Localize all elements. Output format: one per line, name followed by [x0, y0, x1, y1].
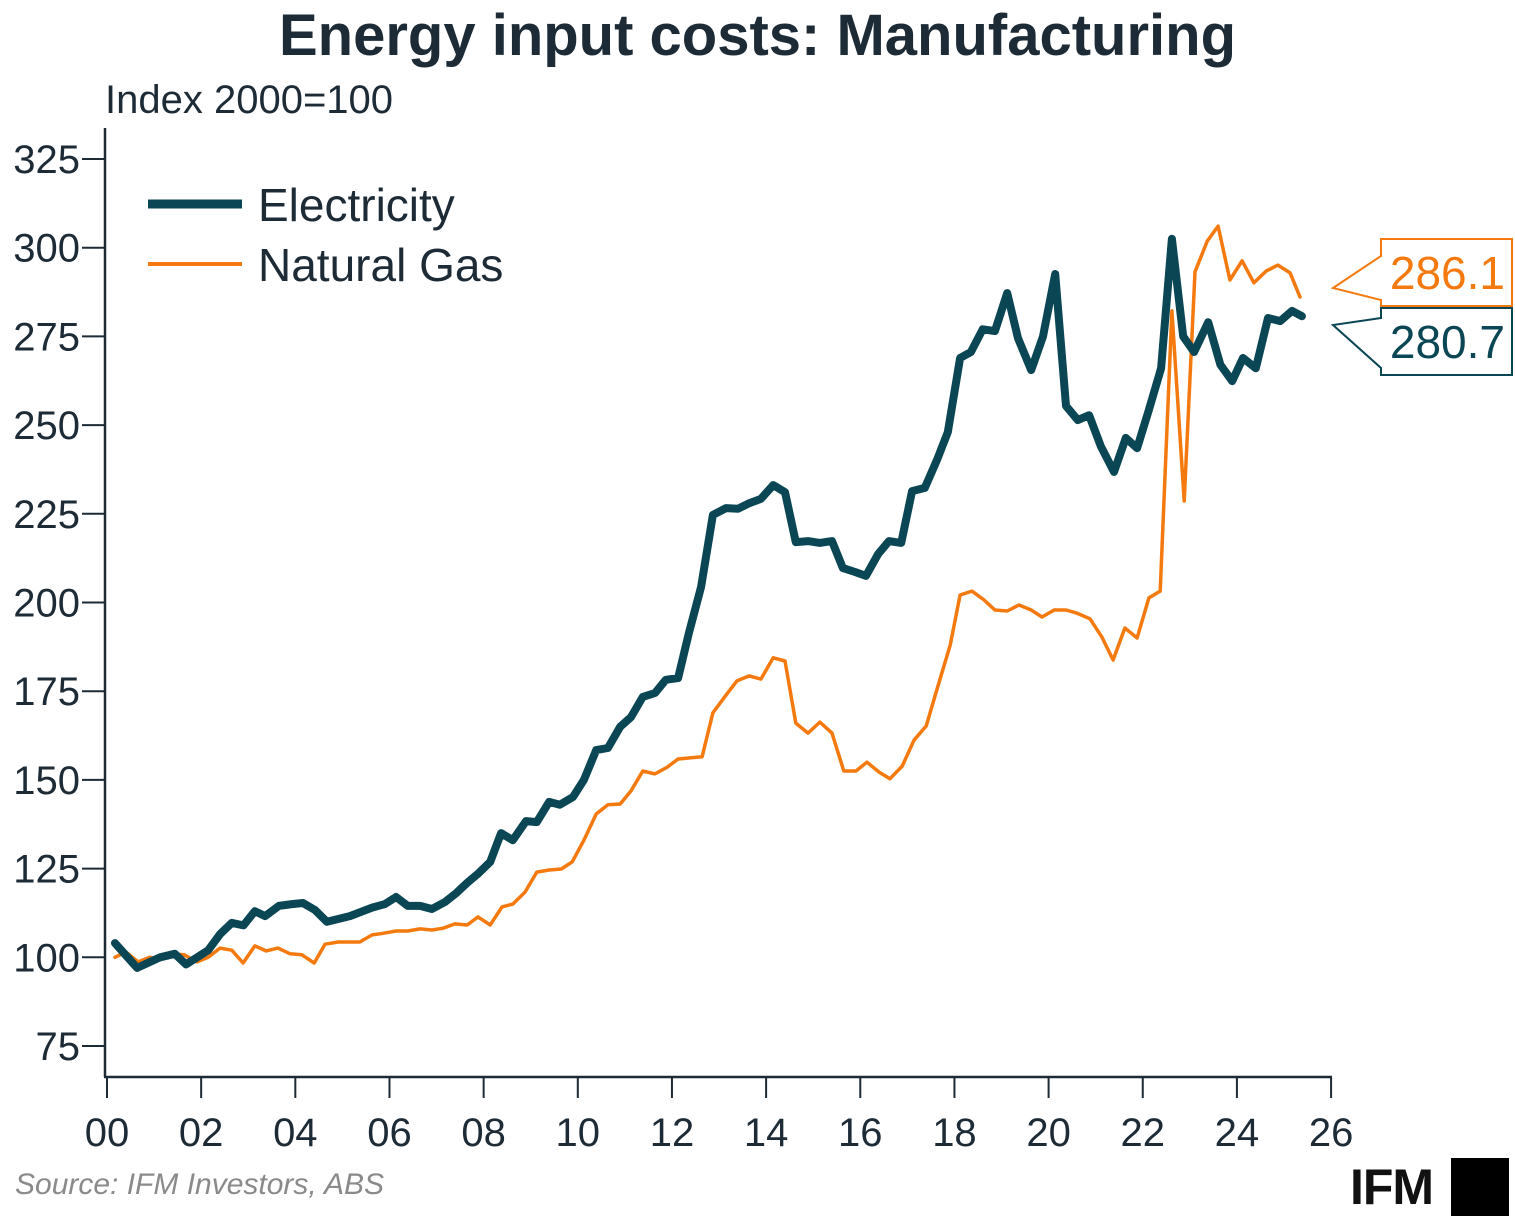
y-tick-label: 300 — [13, 227, 80, 271]
x-tick-label: 12 — [650, 1111, 695, 1155]
x-tick-label: 18 — [932, 1111, 977, 1155]
ifm-logo-mark-icon — [1451, 1158, 1510, 1216]
logo-text: IFM — [1350, 1159, 1434, 1215]
y-tick-label: 150 — [13, 759, 80, 803]
callout-box-electricity — [1330, 307, 1513, 376]
x-tick-label: 26 — [1309, 1111, 1354, 1155]
x-tick-label: 16 — [838, 1111, 883, 1155]
series-line-electricity — [111, 234, 1306, 972]
legend: Electricity Natural Gas — [148, 179, 503, 291]
y-tick-label: 250 — [13, 404, 80, 448]
ifm-logo: IFM — [1350, 1158, 1510, 1216]
callout-value-electricity: 280.7 — [1390, 316, 1505, 368]
y-tick-label: 200 — [13, 582, 80, 626]
callout-box-natural-gas — [1330, 238, 1513, 307]
x-tick-label: 02 — [179, 1111, 224, 1155]
x-tick-label: 24 — [1215, 1111, 1260, 1155]
y-tick-label: 175 — [13, 670, 80, 714]
x-tick-label: 06 — [367, 1111, 412, 1155]
y-tick-label: 225 — [13, 493, 80, 537]
y-tick-label: 125 — [13, 848, 80, 892]
x-tick-label: 08 — [461, 1111, 506, 1155]
legend-label-natural-gas: Natural Gas — [258, 239, 503, 291]
series-line-natural-gas — [113, 224, 1302, 965]
callout-value-natural-gas: 286.1 — [1390, 247, 1505, 299]
legend-label-electricity: Electricity — [258, 179, 455, 231]
x-tick-label: 00 — [85, 1111, 130, 1155]
y-tick-label: 100 — [13, 936, 80, 980]
x-tick-label: 04 — [273, 1111, 318, 1155]
y-axis-label: Index 2000=100 — [105, 78, 394, 122]
y-tick-label: 275 — [13, 315, 80, 359]
y-tick-label: 75 — [36, 1025, 81, 1069]
chart-title: Energy input costs: Manufacturing — [278, 3, 1237, 68]
axes: 75 100 125 150 175 200 225 250 275 300 325 00 02 04 06… — [13, 128, 1353, 1155]
y-tick-label: 325 — [13, 138, 80, 182]
x-tick-label: 14 — [744, 1111, 789, 1155]
series-layer — [111, 224, 1306, 972]
x-tick-label: 10 — [556, 1111, 601, 1155]
x-tick-label: 20 — [1026, 1111, 1071, 1155]
x-tick-label: 22 — [1121, 1111, 1166, 1155]
source-note: Source: IFM Investors, ABS — [15, 1168, 385, 1201]
callouts: 286.1 280.7 — [1330, 238, 1513, 376]
